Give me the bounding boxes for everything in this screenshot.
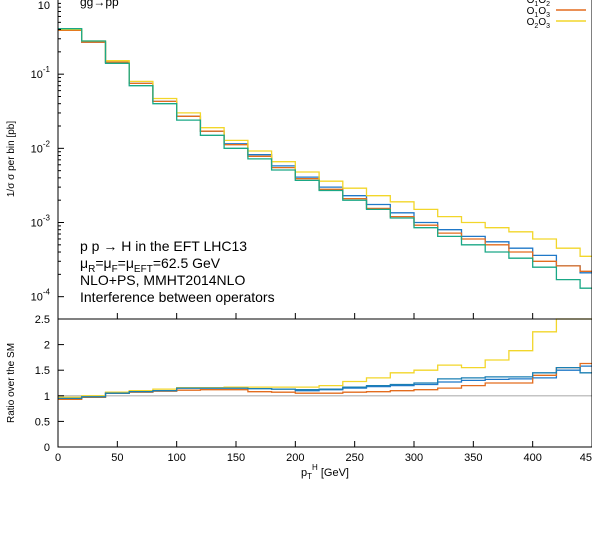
annotation-line-2: NLO+PS, MMHT2014NLO [80,272,245,288]
bottom-series-layer [58,318,592,401]
top-y-tick-mantissa: 10 [31,143,43,155]
bottom-y-tick-label-2: 1 [44,391,50,403]
top-y-tick-label-4: 10-4 [31,288,51,304]
legend-label-O1O2: O1O2 [527,0,550,8]
process-label: gg→pp [80,0,119,9]
ratio-series-line-3 [58,366,592,400]
top-y-tick-exponent: -1 [43,65,51,74]
annotation-line-1: μR=μF=μEFT=62.5 GeV [80,255,221,275]
x-axis-label-sub: T [307,472,312,481]
legend-label-O2O3: O2O3 [527,17,550,30]
top-y-tick-label-2: 10-2 [31,139,51,155]
top-series-layer [58,28,592,289]
bottom-x-tick-label-7: 350 [464,452,482,464]
bottom-x-tick-label-3: 150 [227,452,245,464]
bottom-x-tick-label-0: 0 [55,452,61,464]
x-axis-label-sup: H [312,463,318,472]
bottom-y-axis-label: Ratio over the SM [6,343,17,423]
top-y-tick-label-1: 10-1 [31,65,51,81]
annotation-line-3: Interference between operators [80,289,275,305]
top-x-ticks [57,313,592,319]
top-y-tick-exponent: -4 [43,288,51,297]
top-y-tick-exponent: -2 [43,139,51,148]
bottom-y-tick-label-4: 2 [44,340,50,352]
top-series-line-0 [58,29,592,274]
x-axis-label-main: p [301,467,307,479]
ratio-series-line-2 [58,318,592,398]
top-y-tick-mantissa: 10 [31,69,43,81]
annotation-line-0: p p → H in the EFT LHC13 [80,238,247,254]
bottom-y-tick-label-5: 2.5 [35,314,50,326]
bottom-x-tick-label-4: 200 [286,452,304,464]
top-y-tick-exponent: -3 [43,214,51,223]
top-y-ticks: 10-110-210-310-4 [31,2,64,304]
bottom-y-tick-label-0: 0 [44,442,50,454]
bottom-x-tick-label-6: 300 [405,452,423,464]
top-y-tick-mantissa: 10 [31,292,43,304]
bottom-x-ticks: 0 50 100 150 200 250 300 350 400 45 [55,441,592,464]
annotation-block: p p → H in the EFT LHC13μR=μF=μEFT=62.5 … [80,238,275,305]
bottom-x-tick-label-5: 250 [345,452,363,464]
top-series-line-3 [58,28,592,289]
top-y-tick-mantissa: 10 [31,218,43,230]
bottom-y-ticks: 0 0.5 1 1.5 2 2.5 [35,314,64,454]
top-series-line-2 [58,28,592,257]
bottom-panel: 00.511.522.5 0 50 100 150 200 250 300 350 400 45 … [6,314,592,481]
ratio-series-line-1 [58,362,592,401]
bottom-plot-frame [57,318,592,448]
y-tick-label-top-cut: 10 [38,0,50,12]
x-axis-label: pTH [GeV] [301,463,349,481]
top-y-axis-label: 1/σ σ per bin [pb] [6,121,17,197]
bottom-x-tick-label-2: 100 [167,452,185,464]
bottom-x-tick-label-1: 50 [111,452,123,464]
x-axis-label-unit: [GeV] [318,467,349,479]
top-y-tick-label-3: 10-3 [31,214,51,230]
bottom-x-tick-label-9: 45 [580,452,592,464]
bottom-y-tick-label-1: 0.5 [35,416,50,428]
bottom-y-tick-label-3: 1.5 [35,365,50,377]
top-series-line-1 [58,29,592,272]
bottom-x-tick-label-8: 400 [523,452,541,464]
legend-label-O1O3: O1O3 [527,6,550,19]
